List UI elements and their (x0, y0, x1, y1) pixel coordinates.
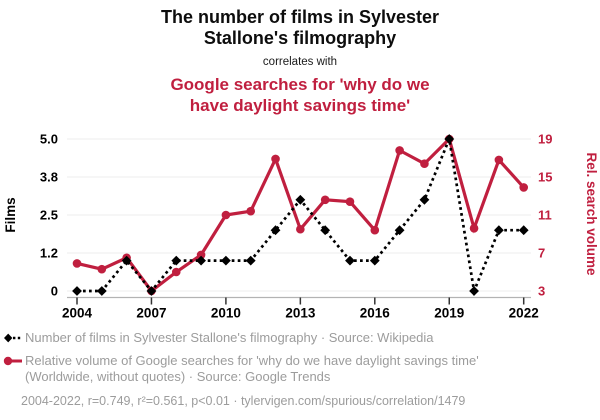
films-point-marker (394, 225, 405, 236)
x-tick-label: 2016 (360, 306, 391, 321)
films-point-marker (320, 225, 331, 236)
films-point-marker (369, 255, 380, 266)
y-left-axis-title: Films (3, 197, 18, 232)
search-volume-point-marker (320, 195, 330, 205)
x-tick-label: 2004 (62, 306, 93, 321)
search-term-title: Google searches for 'why do we have dayl… (0, 74, 600, 116)
search-volume-point-marker (97, 264, 107, 274)
legend-item-search-volume: Relative volume of Google searches for '… (3, 353, 563, 385)
y-left-tick-label: 0 (51, 284, 58, 299)
x-tick-label: 2013 (285, 306, 316, 321)
chart-legend: Number of films in Sylvester Stallone's … (3, 330, 563, 392)
films-series-legend-icon (4, 333, 22, 343)
x-tick-label: 2010 (211, 306, 241, 321)
films-point-marker (72, 286, 82, 296)
y-right-axis-title: Rel. search volume (584, 152, 599, 276)
correlates-with-label: correlates with (262, 56, 338, 68)
search-volume-point-marker (196, 250, 206, 260)
stats-and-source-line: 2004-2022, r=0.749, r²=0.561, p<0.01 · t… (21, 394, 466, 408)
search-volume-point-marker (420, 159, 429, 168)
search-volume-point-marker (221, 210, 231, 220)
y-right-tick-label: 7 (538, 246, 545, 261)
page-title: The number of films in Sylvester Stallon… (0, 7, 600, 49)
films-point-marker (146, 286, 157, 296)
search-series-legend-icon (3, 356, 22, 366)
films-point-marker (493, 225, 504, 236)
films-point-marker (245, 255, 256, 266)
films-point-marker (518, 225, 529, 236)
y-right-tick-label: 19 (538, 132, 552, 147)
films-point-marker (196, 255, 206, 266)
search-volume-point-marker (395, 146, 404, 155)
title-line-1: The number of films in Sylvester (160, 7, 440, 27)
x-tick-label: 2007 (136, 306, 166, 321)
films-point-marker (96, 286, 107, 296)
search-volume-point-marker (345, 197, 355, 206)
films-point-marker (345, 255, 355, 266)
y-left-tick-label: 3.8 (40, 170, 58, 185)
films-point-marker (121, 255, 132, 266)
y-left-tick-label: 1.2 (40, 246, 58, 261)
y-left-tick-label: 5.0 (40, 132, 58, 147)
search-volume-point-marker (494, 155, 504, 165)
search-volume-point-marker (171, 267, 181, 277)
films-point-marker (221, 255, 231, 266)
search-volume-point-marker (271, 154, 280, 164)
chart-header: The number of films in Sylvester Stallon… (0, 7, 600, 116)
y-right-tick-label: 3 (538, 284, 545, 299)
legend-item-films: Number of films in Sylvester Stallone's … (3, 330, 563, 346)
legend-label-search-volume: Relative volume of Google searches for '… (25, 353, 479, 384)
films-point-marker (419, 194, 430, 205)
search-volume-point-marker (296, 224, 305, 234)
x-tick-label: 2022 (509, 306, 539, 321)
search-volume-point-marker (246, 206, 256, 216)
legend-label-films: Number of films in Sylvester Stallone's … (25, 330, 434, 345)
subtitle-line-1: Google searches for 'why do we (170, 75, 430, 94)
films-point-marker (444, 134, 455, 144)
y-right-tick-label: 15 (538, 170, 552, 185)
search-volume-point-marker (72, 259, 82, 268)
films-point-marker (171, 255, 182, 266)
search-volume-point-marker (469, 224, 479, 233)
search-volume-point-marker (370, 225, 380, 235)
search-volume-point-marker (519, 183, 528, 192)
x-tick-label: 2019 (434, 306, 464, 321)
y-right-tick-label: 11 (538, 208, 552, 223)
films-point-marker (270, 225, 281, 236)
subtitle-line-2: have daylight savings time' (189, 96, 411, 115)
y-left-tick-label: 2.5 (40, 208, 58, 223)
films-point-marker (469, 286, 479, 296)
title-line-2: Stallone's filmography (203, 28, 397, 48)
films-point-marker (295, 194, 306, 205)
